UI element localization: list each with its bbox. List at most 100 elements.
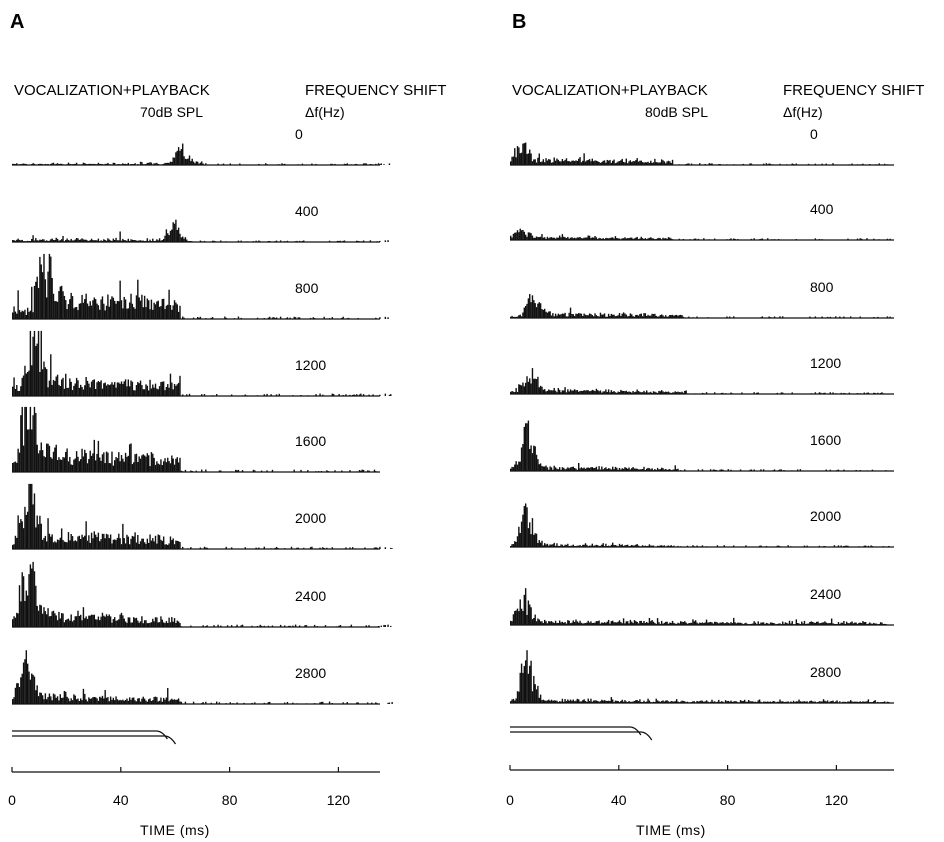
panel-b-bin bbox=[609, 159, 611, 165]
panel-b-bin bbox=[556, 700, 558, 703]
panel-b-bin bbox=[644, 469, 647, 471]
panel-b-bin bbox=[700, 546, 702, 547]
panel-a-bin bbox=[105, 451, 108, 472]
panel-a-bin bbox=[108, 164, 110, 165]
panel-b-bin bbox=[794, 702, 796, 703]
panel-a-shift-label-1200: 1200 bbox=[295, 357, 326, 373]
panel-b-bin bbox=[610, 621, 613, 625]
panel-b-bin bbox=[652, 470, 655, 471]
panel-a-bin bbox=[54, 541, 56, 549]
panel-b-bin bbox=[711, 699, 713, 703]
panel-b-bin bbox=[711, 163, 713, 165]
panel-b-bin bbox=[541, 309, 543, 318]
panel-b-bin bbox=[598, 620, 600, 625]
panel-b-bin bbox=[757, 621, 759, 625]
panel-a-bin bbox=[124, 240, 127, 242]
panel-a-bin bbox=[14, 687, 17, 704]
panel-a-bin bbox=[44, 611, 47, 627]
panel-a-bin bbox=[236, 470, 238, 472]
panel-b-bin bbox=[582, 468, 584, 471]
panel-b-bin bbox=[545, 621, 547, 625]
panel-b-bin bbox=[722, 622, 724, 625]
panel-a-bin bbox=[390, 547, 392, 549]
panel-a-bin bbox=[114, 700, 116, 704]
panel-b-bin bbox=[510, 701, 512, 703]
panel-b-bin bbox=[629, 237, 632, 240]
panel-a-bin bbox=[150, 388, 153, 396]
panel-b-bin bbox=[546, 390, 549, 394]
panel-a-bin bbox=[288, 625, 290, 627]
panel-b-bin bbox=[644, 313, 647, 318]
panel-a-bin bbox=[20, 312, 22, 319]
panel-b-bin bbox=[545, 700, 547, 703]
panel-a-bin bbox=[37, 240, 40, 242]
panel-b-bin bbox=[584, 622, 587, 625]
panel-a-bin bbox=[12, 312, 14, 319]
panel-b-bin bbox=[825, 163, 827, 165]
panel-b-bin bbox=[776, 701, 778, 703]
panel-a-bin bbox=[70, 614, 72, 627]
panel-b-bin bbox=[590, 467, 592, 471]
panel-a-bin bbox=[220, 240, 222, 242]
panel-a-bin bbox=[177, 541, 180, 549]
panel-b-bin bbox=[788, 620, 791, 625]
panel-b-bin bbox=[539, 162, 542, 165]
panel-b-bin bbox=[722, 701, 724, 703]
panel-b-bin bbox=[667, 623, 670, 625]
panel-b-bin bbox=[624, 545, 626, 547]
panel-a-bin bbox=[80, 459, 82, 472]
panel-a-bin bbox=[190, 625, 192, 627]
panel-a-bin bbox=[264, 163, 267, 165]
panel-a-bin bbox=[39, 256, 41, 319]
panel-b-bin bbox=[768, 163, 770, 165]
panel-a-bin bbox=[167, 544, 169, 549]
panel-b-bin bbox=[684, 390, 686, 394]
panel-b-bin bbox=[782, 316, 784, 318]
panel-b-bin bbox=[790, 623, 792, 625]
panel-b-bin bbox=[539, 542, 542, 547]
panel-a-bin bbox=[130, 164, 132, 165]
panel-a-bin bbox=[319, 547, 321, 549]
panel-a-bin bbox=[44, 163, 47, 165]
panel-b-bin bbox=[837, 545, 840, 547]
panel-a-bin bbox=[187, 241, 189, 242]
panel-b-bin bbox=[742, 624, 744, 625]
panel-a-bin bbox=[167, 162, 169, 165]
panel-a-bin bbox=[380, 163, 382, 165]
panel-a-bin bbox=[127, 536, 130, 549]
panel-b-bin bbox=[644, 702, 647, 703]
panel-b-bin bbox=[665, 391, 667, 394]
panel-b-bin bbox=[882, 393, 885, 394]
panel-b-bin bbox=[874, 623, 876, 625]
panel-b-bin bbox=[518, 315, 520, 318]
panel-b-bin bbox=[597, 239, 599, 240]
panel-a-bin bbox=[20, 519, 22, 549]
panel-b-bin bbox=[535, 533, 538, 547]
panel-b-bin bbox=[622, 238, 625, 240]
panel-b-bin bbox=[821, 701, 823, 703]
panel-b-bin bbox=[587, 235, 589, 240]
panel-b-bin bbox=[674, 623, 676, 625]
panel-b-bin bbox=[612, 391, 614, 394]
panel-b-bin bbox=[730, 700, 732, 703]
panel-a-bin bbox=[71, 621, 74, 627]
panel-a-bin bbox=[379, 546, 381, 549]
panel-b-bin bbox=[666, 545, 668, 547]
panel-b-bin bbox=[535, 379, 538, 394]
panel-b-bin bbox=[769, 622, 772, 625]
panel-a-bin bbox=[88, 240, 90, 242]
panel-b-bin bbox=[632, 467, 634, 471]
panel-b-bin bbox=[578, 391, 580, 394]
panel-b-bin bbox=[644, 238, 647, 240]
panel-b-bin bbox=[569, 545, 572, 547]
panel-a-bin bbox=[25, 514, 28, 549]
panel-b-bin bbox=[647, 545, 649, 547]
panel-b-bin bbox=[610, 544, 613, 547]
panel-a-bin bbox=[149, 162, 151, 165]
panel-a-bin bbox=[46, 297, 48, 319]
panel-b-bin bbox=[592, 390, 595, 394]
panel-b-bin bbox=[545, 238, 547, 240]
panel-b-bin bbox=[526, 376, 528, 394]
panel-b-bin bbox=[656, 392, 659, 394]
panel-b-bin bbox=[772, 470, 774, 471]
